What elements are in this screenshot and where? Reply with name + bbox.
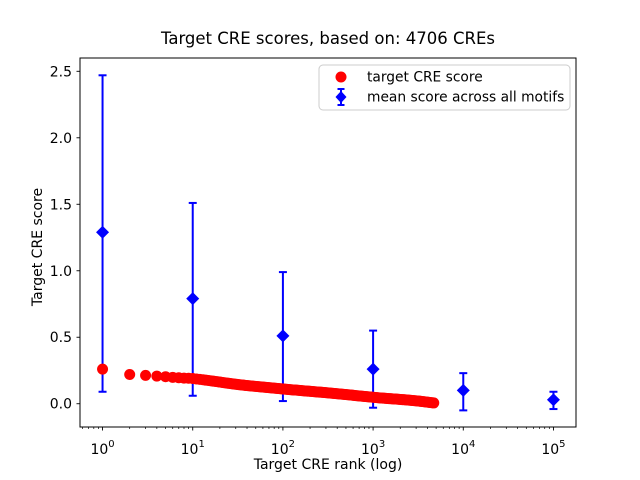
diamond-marker	[366, 362, 380, 376]
legend-entry-target-label: target CRE score	[367, 70, 483, 86]
errorbar-series	[96, 74, 560, 412]
axes-spines	[79, 57, 577, 428]
diamond-marker	[456, 383, 470, 397]
x-tick-label: 105	[541, 439, 565, 458]
legend-circle-marker-icon	[335, 71, 347, 83]
x-tick-label: 102	[271, 439, 295, 458]
y-tick-label: 2.0	[50, 131, 72, 147]
legend-entry-mean-label: mean score across all motifs	[367, 90, 564, 106]
x-axis-label: Target CRE rank (log)	[253, 457, 403, 473]
x-tick-label: 103	[361, 439, 385, 458]
y-tick-label: 0.0	[50, 397, 72, 413]
y-tick-label: 1.0	[50, 264, 72, 280]
diamond-marker	[276, 329, 290, 343]
y-tick-label: 2.5	[50, 64, 72, 80]
scatter-point	[151, 370, 163, 382]
x-tick-label: 100	[90, 439, 114, 458]
scatter-point	[124, 368, 136, 380]
chart-title: Target CRE scores, based on: 4706 CREs	[160, 29, 495, 48]
scatter-series	[97, 363, 440, 409]
scatter-point	[97, 363, 109, 375]
plot-area	[80, 58, 576, 427]
legend: target CRE score mean score across all m…	[318, 64, 571, 111]
y-major-ticks: 0.0 0.5 1.0 1.5 2.0 2.5	[50, 64, 80, 413]
legend-errorbar-marker-icon	[335, 88, 347, 106]
x-tick-label: 101	[181, 439, 205, 458]
diamond-marker	[96, 225, 110, 239]
diamond-marker	[186, 292, 200, 306]
scatter-point	[428, 397, 440, 409]
y-tick-label: 0.5	[50, 330, 72, 346]
y-axis-label: Target CRE score	[30, 188, 46, 307]
x-major-ticks: 100 101 102 103 104 105	[90, 427, 566, 458]
y-tick-label: 1.5	[50, 197, 72, 213]
legend-box	[318, 64, 571, 111]
diamond-marker	[546, 393, 560, 407]
scatter-point	[140, 369, 152, 381]
x-tick-label: 104	[451, 439, 475, 458]
